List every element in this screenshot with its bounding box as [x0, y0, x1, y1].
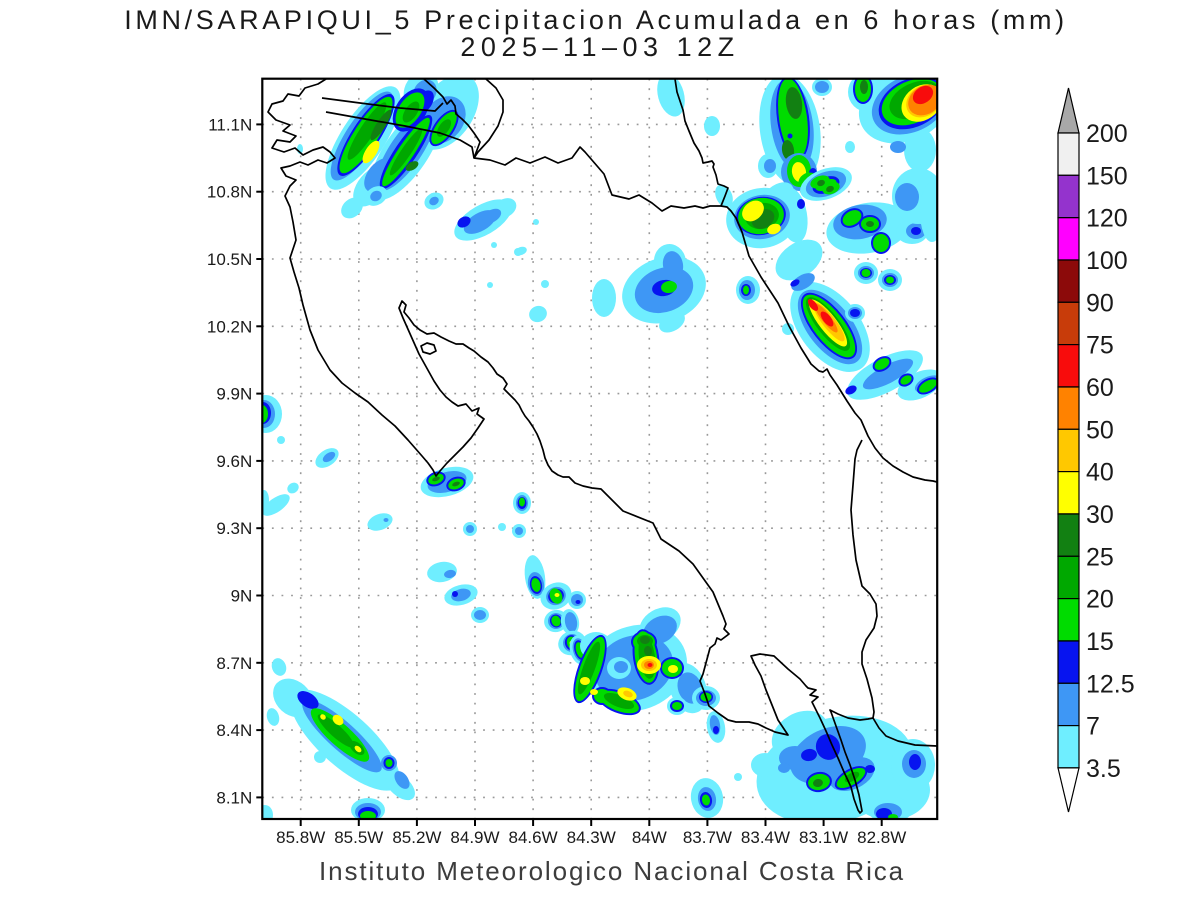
- svg-text:12.5: 12.5: [1086, 670, 1135, 698]
- svg-text:83.7W: 83.7W: [683, 828, 732, 847]
- svg-text:84.6W: 84.6W: [509, 828, 558, 847]
- svg-text:50: 50: [1086, 416, 1114, 444]
- svg-text:8.7N: 8.7N: [216, 654, 252, 673]
- svg-text:75: 75: [1086, 332, 1114, 360]
- svg-text:10.8N: 10.8N: [207, 183, 252, 202]
- svg-text:20: 20: [1086, 586, 1114, 614]
- svg-text:Instituto Meteorologico Nacion: Instituto Meteorologico Nacional Costa R…: [319, 856, 905, 886]
- svg-text:85.5W: 85.5W: [334, 828, 383, 847]
- svg-text:15: 15: [1086, 628, 1114, 656]
- svg-text:10.5N: 10.5N: [207, 250, 252, 269]
- svg-text:7: 7: [1086, 713, 1100, 741]
- svg-text:100: 100: [1086, 247, 1128, 275]
- svg-text:83.1W: 83.1W: [799, 828, 848, 847]
- svg-text:8.1N: 8.1N: [216, 788, 252, 807]
- svg-text:10.2N: 10.2N: [207, 317, 252, 336]
- svg-text:84.3W: 84.3W: [567, 828, 616, 847]
- svg-text:30: 30: [1086, 501, 1114, 529]
- svg-text:85.2W: 85.2W: [392, 828, 441, 847]
- svg-text:82.8W: 82.8W: [857, 828, 906, 847]
- svg-text:2025–11–03 12Z: 2025–11–03 12Z: [460, 32, 739, 62]
- svg-text:84W: 84W: [632, 828, 667, 847]
- svg-text:IMN/SARAPIQUI_5 Precipitacion: IMN/SARAPIQUI_5 Precipitacion Acumulada …: [124, 5, 1068, 35]
- svg-text:60: 60: [1086, 374, 1114, 402]
- svg-text:25: 25: [1086, 543, 1114, 571]
- svg-text:83.4W: 83.4W: [741, 828, 790, 847]
- svg-text:9.3N: 9.3N: [216, 519, 252, 538]
- svg-text:8.4N: 8.4N: [216, 721, 252, 740]
- svg-text:90: 90: [1086, 289, 1114, 317]
- svg-text:200: 200: [1086, 120, 1128, 148]
- svg-text:9.9N: 9.9N: [216, 385, 252, 404]
- svg-text:40: 40: [1086, 459, 1114, 487]
- svg-text:84.9W: 84.9W: [450, 828, 499, 847]
- svg-text:11.1N: 11.1N: [208, 115, 252, 134]
- svg-text:3.5: 3.5: [1086, 755, 1121, 783]
- svg-text:150: 150: [1086, 162, 1128, 190]
- svg-text:9.6N: 9.6N: [216, 452, 252, 471]
- svg-text:85.8W: 85.8W: [276, 828, 325, 847]
- svg-text:120: 120: [1086, 205, 1128, 233]
- svg-text:9N: 9N: [231, 587, 253, 606]
